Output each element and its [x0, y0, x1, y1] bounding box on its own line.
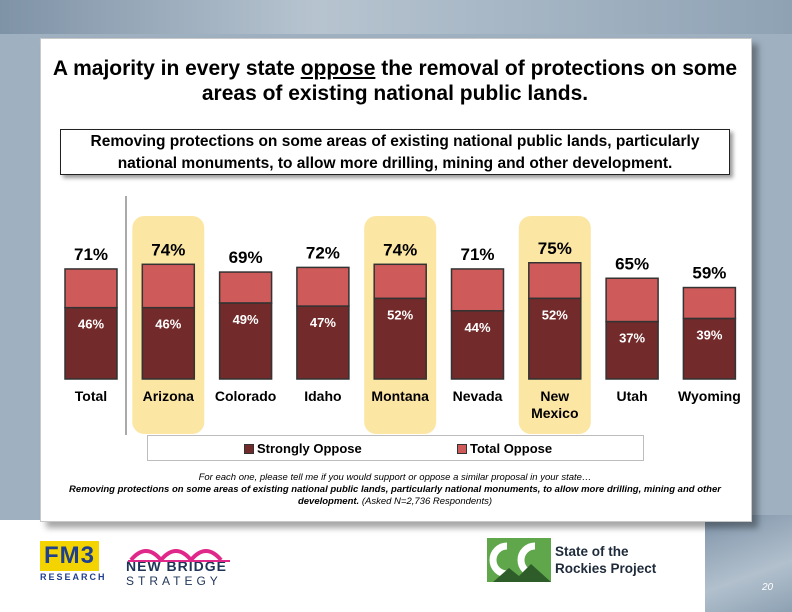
data-label-total: 74% [383, 240, 417, 259]
category-label: Mexico [531, 405, 578, 421]
title-emphasis: oppose [300, 57, 376, 80]
data-label-total: 72% [306, 243, 340, 262]
category-label: Utah [617, 388, 648, 404]
category-label: Nevada [453, 388, 503, 404]
bar-total-oppose [296, 266, 350, 307]
data-label-total: 59% [692, 264, 726, 283]
page-number: 20 [762, 582, 774, 593]
top-band [0, 0, 792, 34]
bar-total-oppose [373, 263, 427, 300]
data-label-strongly: 46% [155, 317, 181, 332]
data-label-total: 71% [74, 245, 108, 264]
footnote-line2: Removing protections on some areas of ex… [69, 484, 721, 507]
bar-total-oppose [528, 262, 582, 300]
bar-strongly-oppose [141, 306, 196, 380]
corner-texture [705, 515, 792, 612]
chart-legend: Strongly Oppose Total Oppose [147, 435, 644, 461]
data-label-strongly: 39% [696, 328, 722, 343]
data-label-total: 65% [615, 254, 649, 273]
cc-mountain-icon [487, 538, 551, 582]
legend-label-strongly: Strongly Oppose [257, 441, 362, 456]
rockies-project-text: State of the Rockies Project [555, 544, 657, 576]
category-label: Wyoming [678, 388, 741, 404]
new-bridge-logo: NEW BRIDGE STRATEGY [126, 540, 244, 588]
rockies-project-logo: State of the Rockies Project [487, 538, 677, 582]
new-bridge-line2: STRATEGY [126, 574, 222, 588]
legend-swatch-total [457, 443, 467, 454]
category-label: New [540, 388, 569, 404]
bar-strongly-oppose [296, 305, 350, 380]
data-label-strongly: 44% [464, 320, 490, 335]
bar-total-oppose [682, 286, 737, 320]
data-label-strongly: 52% [542, 307, 568, 322]
bar-strongly-oppose [682, 317, 737, 380]
legend-label-total: Total Oppose [470, 441, 553, 456]
legend-item-total: Total Oppose [457, 441, 552, 456]
question-box: Removing protections on some areas of ex… [60, 129, 730, 175]
bar-strongly-oppose [218, 302, 273, 380]
bottom-band [0, 520, 792, 612]
data-label-strongly: 49% [233, 312, 259, 327]
legend-swatch-strongly [244, 443, 254, 454]
data-label-strongly: 47% [310, 315, 336, 330]
fm3-logo: FM3 RESEARCH [40, 541, 107, 582]
legend-item-strongly: Strongly Oppose [244, 441, 362, 456]
footnote-line1: For each one, please tell me if you woul… [198, 472, 592, 483]
data-label-total: 69% [229, 248, 263, 267]
bar-strongly-oppose [605, 320, 659, 380]
bar-strongly-oppose [373, 297, 427, 380]
bar-strongly-oppose [528, 297, 582, 380]
bar-total-oppose [64, 268, 118, 309]
bar-strongly-oppose [450, 310, 505, 380]
data-label-total: 74% [151, 240, 185, 259]
bar-total-oppose [450, 268, 505, 312]
category-label: Idaho [304, 388, 341, 404]
data-label-total: 75% [538, 239, 572, 258]
bar-total-oppose [141, 263, 196, 309]
slide-title: A majority in every state oppose the rem… [52, 57, 738, 105]
bar-total-oppose [605, 277, 659, 323]
bar-strongly-oppose [64, 306, 118, 380]
bar-total-oppose [218, 271, 273, 304]
data-label-strongly: 52% [387, 307, 413, 322]
data-label-strongly: 46% [78, 317, 104, 332]
data-label-strongly: 37% [619, 331, 645, 346]
fm3-wordmark: FM3 [40, 541, 99, 571]
fm3-subtitle: RESEARCH [40, 572, 107, 582]
bridge-arches-icon [128, 549, 230, 562]
new-bridge-line1: NEW BRIDGE [126, 558, 227, 574]
data-label-total: 71% [460, 245, 494, 264]
category-label: Montana [371, 388, 429, 404]
category-label: Total [75, 388, 107, 404]
category-label: Colorado [215, 388, 276, 404]
footnote: For each one, please tell me if you woul… [40, 472, 750, 508]
category-label: Arizona [143, 388, 195, 404]
